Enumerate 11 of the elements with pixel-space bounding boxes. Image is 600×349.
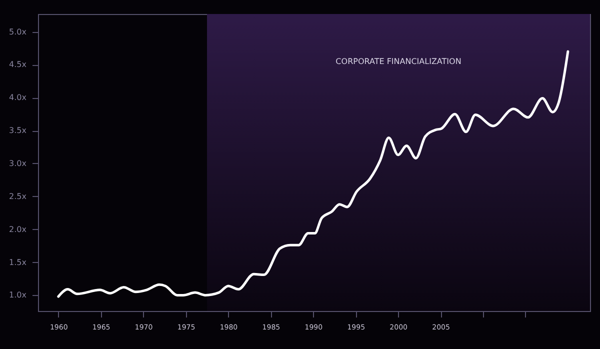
y-tick-label: 4.5x (9, 60, 27, 70)
y-tick-label: 1.5x (9, 258, 27, 267)
line-series (57, 50, 570, 298)
y-tick-label: 2.5x (9, 192, 27, 201)
y-tick-label: 4.0x (9, 93, 27, 102)
y-tick-label: 5.0x (9, 27, 27, 36)
band-label: CORPORATE FINANCIALIZATION (336, 57, 462, 66)
y-tick-label: 2.0x (9, 224, 27, 234)
y-tick-label: 3.0x (9, 158, 27, 168)
y-tick-label: 1.0x (9, 290, 27, 300)
y-tick-label: 3.5x (9, 126, 27, 136)
